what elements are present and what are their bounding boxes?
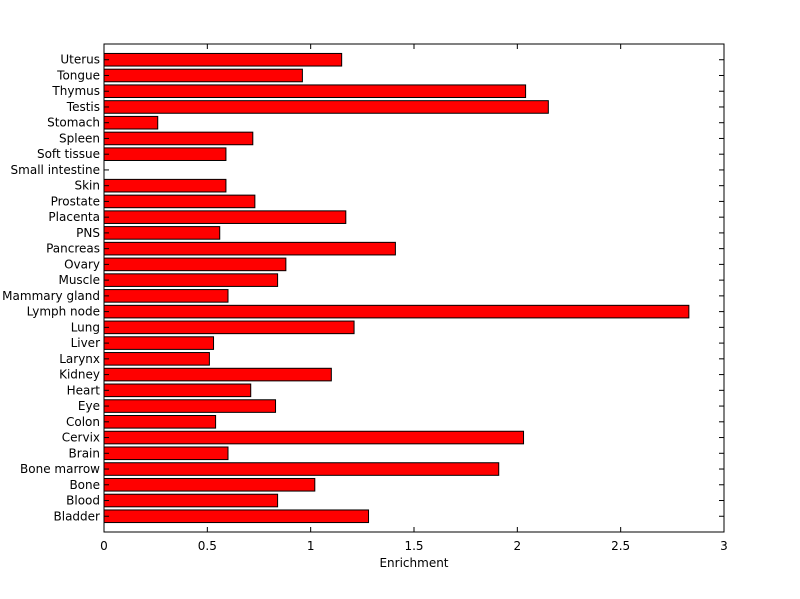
bar-prostate [103,194,256,209]
y-tick-label: Bone [69,478,100,492]
y-tick-label: Muscle [58,273,100,287]
bar-ovary [103,257,287,272]
y-tick-label: Liver [71,336,101,350]
y-tick-label: Lymph node [27,305,100,319]
y-tick-label: Ovary [64,257,100,271]
bar-colon [103,415,217,429]
y-tick-label: Stomach [47,116,100,130]
y-tick-label: PNS [76,226,100,240]
bar-testis [103,100,549,114]
y-tick-label: Heart [67,383,101,397]
bar-skin [103,178,227,193]
y-tick-label: Brain [69,446,100,460]
y-tick-label: Thymus [51,84,100,98]
bar-muscle [103,273,279,287]
y-tick-label: Placenta [48,210,100,224]
y-tick-label: Bladder [54,509,101,523]
y-tick-label: Testis [66,100,100,114]
bars-group [103,52,690,524]
bar-thymus [103,84,527,99]
y-tick-label: Bone marrow [20,462,100,476]
bar-mammary-gland [103,289,229,303]
y-tick-label: Small intestine [11,163,100,177]
plot-frame [103,43,725,533]
x-axis-label: Enrichment [379,556,448,570]
bar-tongue [103,68,303,83]
bar-heart [103,383,252,398]
x-tick-label: 1 [307,539,315,553]
bar-uterus [103,52,343,67]
bar-cervix [103,430,525,445]
bar-stomach [103,115,159,130]
y-tick-label: Eye [78,399,100,413]
y-tick-label: Lung [71,320,100,334]
y-tick-label: Prostate [51,194,100,208]
bar-pancreas [103,241,396,256]
y-tick-label: Mammary gland [2,289,100,303]
x-tick-label: 0.5 [198,539,217,553]
y-tick-label: Larynx [59,352,100,366]
y-tick-label: Kidney [59,368,100,382]
bar-blood [103,493,279,508]
bar-spleen [103,131,254,146]
y-tick-label: Pancreas [46,242,100,256]
y-tick-label: Spleen [59,131,100,145]
bar-lung [103,320,355,335]
y-tick-label: Skin [74,179,100,193]
y-tick-label: Blood [66,494,100,508]
bar-eye [103,399,277,413]
x-tick-label: 2 [514,539,522,553]
x-tick-label: 2.5 [611,539,630,553]
bar-bone-marrow [103,462,500,476]
y-tick-label: Colon [66,415,100,429]
bar-pns [103,226,221,240]
bar-soft-tissue [103,147,227,161]
bar-larynx [103,352,210,366]
bar-liver [103,336,215,350]
bar-placenta [103,210,347,224]
y-tick-label: Cervix [62,431,100,445]
x-tick-label: 0 [100,539,108,553]
y-tick-label: Soft tissue [37,147,100,161]
y-tick-label: Tongue [56,68,100,82]
bar-bone [103,477,316,492]
bar-kidney [103,367,332,382]
y-tick-label: Uterus [60,53,100,67]
bar-lymph-node [103,304,690,319]
bar-bladder [103,509,370,524]
x-ticks-group: 0 0.5 1 1.5 2 2.5 3 [100,44,728,553]
x-tick-label: 3 [720,539,728,553]
x-tick-label: 1.5 [404,539,423,553]
bar-brain [103,446,229,461]
